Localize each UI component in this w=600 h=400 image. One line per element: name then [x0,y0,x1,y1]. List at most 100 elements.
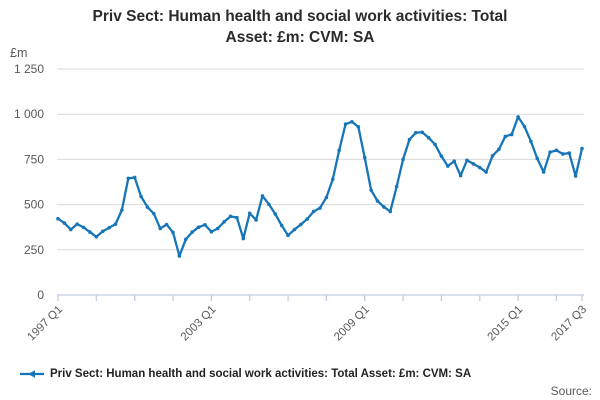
data-point-marker [107,225,111,230]
data-point-marker [273,212,278,216]
data-point-marker [535,156,540,161]
data-point-marker [337,148,341,153]
data-point-marker [299,222,303,227]
data-point-marker [292,227,297,232]
line-chart: 0 250 500 750 1 000 1 250 £m 1997 Q1 2003 Q1 2009… [10,46,589,344]
data-point-marker [228,214,233,219]
data-point-marker [126,176,131,181]
data-point-marker [68,227,73,232]
data-point-marker [554,148,559,153]
data-point-marker [420,130,425,135]
data-point-marker [305,217,310,221]
data-point-marker [401,157,405,162]
data-point-marker [567,151,572,155]
y-axis-tick-label: 500 [24,198,44,212]
data-point-marker [414,130,418,135]
legend-line-marker-icon [20,370,44,378]
data-point-marker [522,124,527,129]
data-point-marker [145,205,150,209]
data-point-marker [241,236,246,241]
data-point-marker [484,170,488,174]
data-point-marker [369,188,373,192]
data-point-marker [529,139,533,144]
data-point-marker [407,137,412,142]
data-point-marker [580,146,584,151]
source-label: Source: [550,384,592,398]
data-point-marker [330,177,335,182]
data-point-marker [279,223,284,228]
data-point-marker [62,221,67,225]
data-point-marker [132,175,137,180]
data-point-marker [375,199,380,203]
y-axis-unit-label: £m [10,46,27,60]
data-point-marker [184,237,188,242]
data-point-marker [260,194,265,198]
data-point-marker [158,226,163,231]
data-point-marker [452,159,457,164]
data-point-marker [152,211,156,216]
data-point-marker [75,222,79,226]
chart-title-line2: Asset: £m: CVM: SA [225,29,375,46]
data-point-marker [94,234,99,239]
data-point-marker [324,195,329,200]
data-point-marker [362,155,367,160]
data-point-marker [446,164,450,168]
data-point-marker [548,150,552,154]
data-point-marker [267,202,271,207]
data-line [56,115,584,258]
x-axis-tick-label: 2003 Q1 [179,304,219,344]
data-point-marker [497,147,501,152]
data-point-marker [426,135,431,140]
y-axis-tick-label: 0 [37,288,44,302]
data-point-marker [286,233,290,238]
data-point-marker [573,174,578,178]
legend-item[interactable]: Priv Sect: Human health and social work … [20,368,471,380]
data-point-marker [203,223,207,227]
data-point-marker [490,153,495,158]
x-axis-tick-label: 2017 Q3 [549,304,589,344]
data-point-marker [139,194,143,199]
data-point-marker [311,209,316,214]
data-point-marker [471,162,476,166]
data-point-marker [318,206,322,210]
data-point-marker [503,134,508,139]
data-point-marker [516,115,520,119]
data-point-marker [56,216,60,221]
data-point-marker [541,170,546,174]
data-point-marker [235,215,239,220]
y-axis-tick-label: 750 [24,152,44,166]
data-point-marker [394,184,399,189]
data-point-marker [164,222,169,227]
data-point-marker [190,230,194,234]
chart-title: Priv Sect: Human health and social work … [0,6,600,48]
data-point-marker [100,229,105,234]
y-axis-tick-label: 250 [24,243,44,257]
data-point-marker [247,211,252,216]
data-point-marker [254,218,258,222]
data-point-marker [196,225,201,229]
data-point-marker [113,222,118,226]
y-axis-tick-label: 1 250 [14,62,44,76]
data-point-marker [439,154,444,158]
x-axis-tick-label: 2009 Q1 [332,304,372,344]
data-point-marker [120,208,124,212]
chart-title-line1: Priv Sect: Human health and social work … [92,8,508,25]
data-point-marker [81,225,86,230]
data-point-marker [561,152,565,156]
data-point-marker [356,125,361,129]
legend-label: Priv Sect: Human health and social work … [50,368,472,380]
data-point-marker [433,142,437,147]
data-point-marker [477,165,482,170]
x-axis-tick-label: 2015 Q1 [486,304,526,344]
data-point-marker [465,158,469,163]
data-point-marker [171,230,175,235]
data-point-marker [509,132,514,137]
data-point-marker [177,254,182,258]
data-point-marker [388,209,393,214]
data-point-marker [222,219,226,224]
data-point-marker [343,122,348,126]
y-axis-tick-label: 1 000 [14,107,44,121]
data-point-marker [88,230,92,234]
data-point-marker [382,205,386,209]
